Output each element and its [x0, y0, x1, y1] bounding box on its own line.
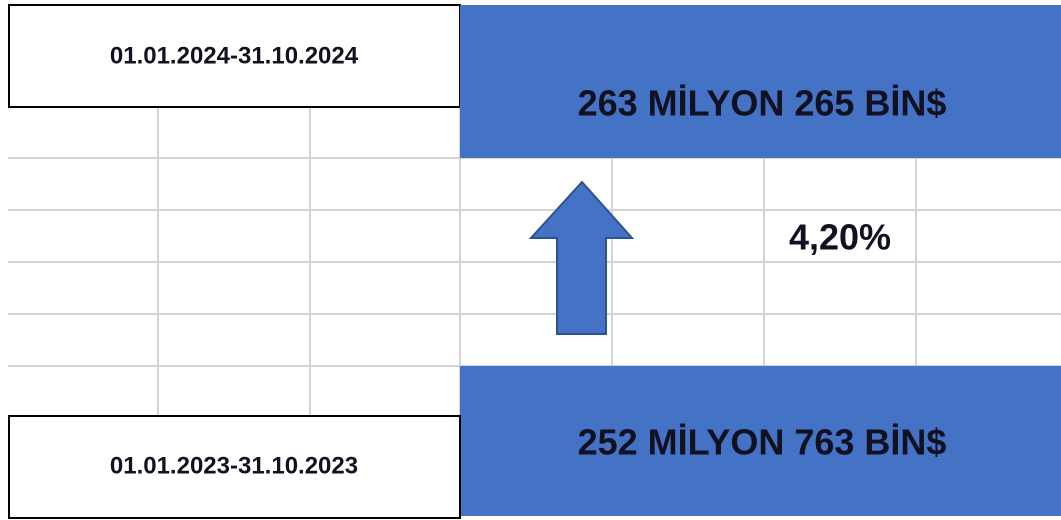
change-label: 4,20%	[789, 217, 891, 258]
value-label: 252 MİLYON 763 BİN$	[578, 422, 947, 463]
value-box	[460, 366, 1061, 516]
period-label: 01.01.2023-31.10.2023	[110, 452, 358, 479]
period-label: 01.01.2024-31.10.2024	[110, 42, 359, 69]
value-label: 263 MİLYON 265 BİN$	[578, 83, 947, 124]
value-box	[460, 5, 1061, 158]
change-cell	[766, 212, 914, 260]
up-arrow	[528, 180, 635, 335]
period-box	[8, 415, 461, 519]
period-box	[8, 4, 461, 108]
